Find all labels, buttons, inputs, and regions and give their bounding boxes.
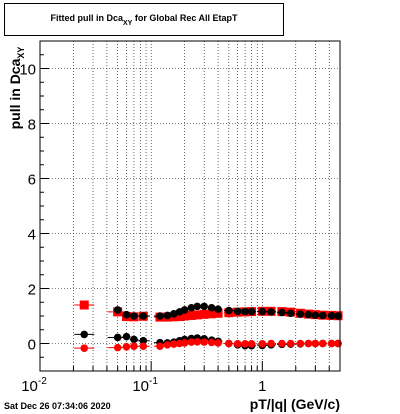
data-point-circle	[113, 333, 122, 342]
data-point-circle	[130, 335, 138, 344]
data-point-circle	[318, 339, 327, 348]
data-point-circle	[241, 339, 249, 348]
data-point-circle	[233, 339, 242, 348]
data-point-circle	[296, 310, 305, 318]
data-point-square	[199, 309, 209, 319]
data-point-circle	[286, 339, 295, 348]
data-point-circle	[122, 343, 131, 351]
plot-frame	[39, 40, 341, 372]
data-point-circle	[139, 342, 148, 351]
data-point-square	[207, 309, 217, 319]
data-point-circle	[247, 339, 256, 348]
data-point-circle	[187, 338, 196, 346]
data-point-circle	[225, 339, 233, 348]
data-point-circle	[278, 308, 286, 317]
data-point-circle	[180, 306, 189, 314]
y-tick-label: 4	[28, 227, 36, 244]
data-point-circle	[130, 312, 138, 320]
data-point-circle	[334, 339, 342, 348]
data-point-circle	[193, 338, 202, 346]
y-axis-label: pull in DcaXY	[7, 18, 26, 158]
data-point-circle	[139, 312, 148, 320]
data-point-circle	[311, 311, 320, 319]
data-point-circle	[327, 339, 336, 348]
data-point-circle	[258, 307, 267, 316]
data-point-circle	[139, 336, 148, 345]
data-point-circle	[214, 339, 222, 347]
data-point-circle	[200, 338, 208, 346]
x-tick-label: 10-2	[21, 376, 47, 395]
data-point-circle	[200, 302, 208, 311]
data-point-square	[180, 311, 190, 321]
data-point-circle	[113, 343, 122, 352]
data-point-circle	[207, 338, 216, 347]
data-point-circle	[214, 305, 222, 313]
data-point-circle	[304, 339, 313, 348]
data-point-circle	[233, 307, 242, 316]
data-point-circle	[241, 307, 249, 316]
data-point-circle	[180, 339, 189, 347]
data-point-circle	[80, 330, 89, 339]
y-tick-label: 2	[28, 282, 36, 299]
data-point-circle	[170, 340, 178, 348]
y-axis-label-subscript: XY	[16, 46, 26, 59]
data-point-square	[213, 308, 223, 318]
y-axis-label-main: pull in Dca	[7, 58, 23, 130]
data-point-circle	[113, 306, 122, 314]
data-point-circle	[247, 307, 256, 316]
data-point-circle	[225, 306, 233, 315]
data-point-circle	[286, 309, 295, 318]
chart-title-box: Fitted pull in DcaXY for Global Rec All …	[4, 3, 284, 36]
data-point-circle	[163, 341, 172, 349]
chart-title: Fitted pull in DcaXY for Global Rec All …	[5, 13, 283, 27]
data-point-circle	[163, 311, 172, 320]
x-axis-label: pT/|q| (GeV/c)	[249, 396, 340, 412]
data-point-circle	[122, 332, 131, 341]
data-point-circle	[130, 342, 138, 351]
data-point-circle	[334, 312, 342, 320]
data-point-square	[192, 310, 202, 320]
data-point-square	[186, 310, 196, 320]
data-point-circle	[318, 311, 327, 320]
data-point-circle	[278, 339, 286, 348]
x-tick-label: 1	[258, 378, 266, 395]
x-tick-label: 10-1	[132, 376, 158, 395]
data-point-circle	[311, 339, 320, 348]
data-point-circle	[156, 342, 164, 351]
data-point-circle	[258, 339, 267, 348]
chart-title-suffix: for Global Rec All EtapT	[132, 13, 238, 23]
data-point-square	[79, 300, 89, 310]
chart-title-subscript: XY	[122, 20, 133, 27]
data-point-circle	[156, 312, 164, 320]
y-tick-label: 0	[28, 337, 36, 354]
date-stamp: Sat Dec 26 07:34:06 2020	[4, 401, 111, 411]
chart-title-prefix: Fitted pull in Dca	[50, 13, 123, 23]
data-point-circle	[296, 339, 305, 348]
data-point-circle	[207, 303, 216, 312]
data-point-circle	[193, 302, 202, 311]
data-point-circle	[80, 344, 89, 352]
data-point-circle	[267, 339, 275, 348]
data-point-circle	[122, 310, 131, 319]
data-point-circle	[304, 310, 313, 319]
y-tick-label: 10	[19, 62, 36, 79]
data-point-circle	[187, 303, 196, 312]
y-tick-label: 8	[28, 117, 36, 134]
data-point-square	[175, 312, 185, 322]
data-point-circle	[267, 308, 275, 316]
data-point-circle	[327, 311, 336, 320]
y-tick-label: 6	[28, 172, 36, 189]
